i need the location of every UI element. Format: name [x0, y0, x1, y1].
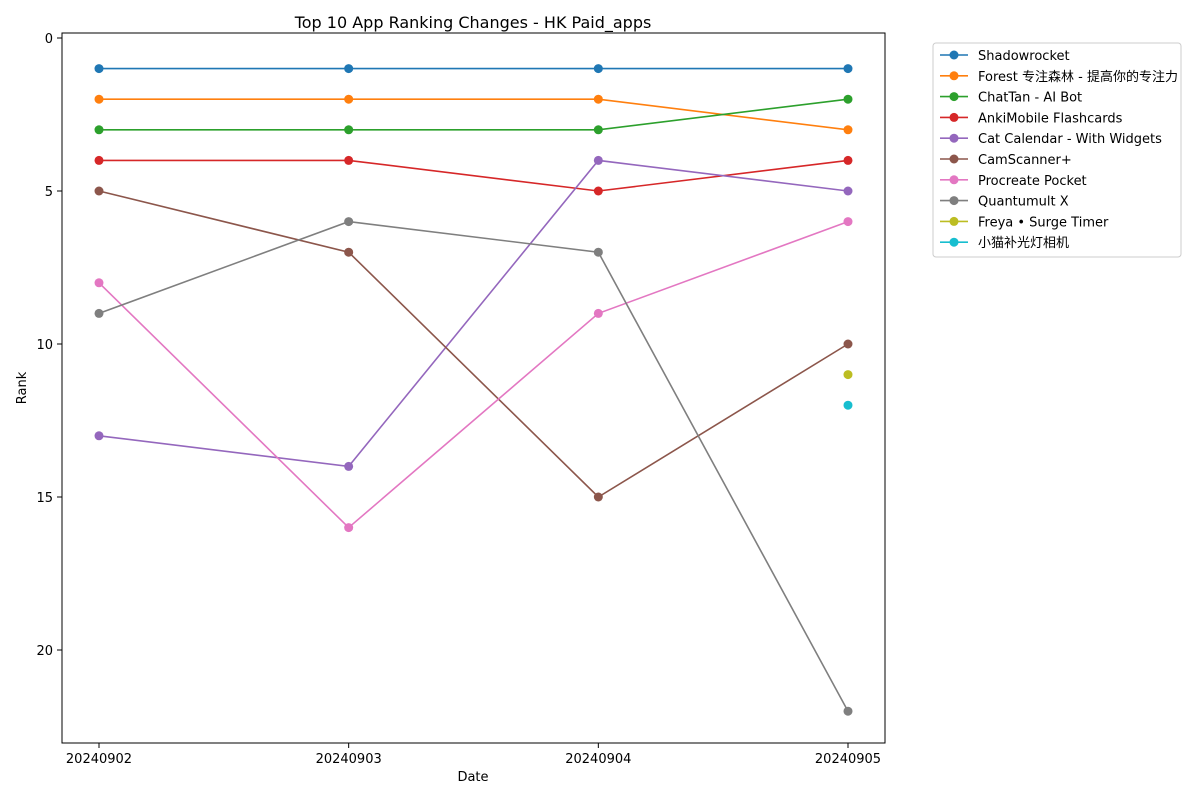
data-point — [94, 278, 104, 288]
series-2 — [94, 94, 853, 135]
data-point — [344, 94, 354, 104]
data-point — [344, 217, 354, 227]
data-point — [593, 94, 603, 104]
data-point — [593, 247, 603, 257]
legend-label: 小猫补光灯相机 — [978, 236, 1069, 251]
series-line — [99, 98, 849, 131]
legend-marker — [949, 237, 959, 247]
data-point — [344, 125, 354, 135]
y-tick-label: 15 — [36, 491, 53, 506]
plot-frame — [61, 32, 886, 744]
data-point — [843, 155, 853, 165]
data-point — [843, 400, 853, 410]
data-point — [344, 64, 354, 74]
x-axis-title: Date — [457, 770, 488, 785]
legend-marker — [949, 133, 959, 143]
legend-marker — [949, 92, 959, 102]
legend-marker — [949, 216, 959, 226]
legend-label: AnkiMobile Flashcards — [978, 111, 1123, 126]
series-3 — [94, 155, 853, 196]
data-point — [94, 308, 104, 318]
data-point — [593, 155, 603, 165]
legend-label: CamScanner+ — [978, 153, 1072, 168]
data-point — [593, 186, 603, 196]
legend-marker — [949, 196, 959, 206]
x-tick-label: 20240903 — [316, 752, 382, 767]
data-point — [843, 64, 853, 74]
series-line — [98, 159, 849, 468]
y-tick-label: 5 — [45, 185, 53, 200]
legend-marker — [949, 71, 959, 81]
data-point — [344, 461, 354, 471]
series-5 — [94, 186, 853, 502]
legend-item: ChatTan - AI Bot — [940, 91, 1082, 106]
series-7 — [94, 217, 853, 716]
data-point — [593, 64, 603, 74]
x-tick-label: 20240902 — [66, 752, 132, 767]
data-point — [94, 431, 104, 441]
legend-label: Forest 专注森林 - 提高你的专注力 — [978, 69, 1178, 85]
data-point — [94, 94, 104, 104]
data-point — [344, 523, 354, 533]
series-line — [98, 190, 849, 499]
legend-marker — [949, 50, 959, 60]
data-point — [593, 492, 603, 502]
y-tick-label: 0 — [45, 32, 53, 47]
series-6 — [94, 217, 853, 533]
legend-item: Shadowrocket — [940, 49, 1070, 64]
series-9 — [843, 400, 853, 410]
legend-item: Forest 专注森林 - 提高你的专注力 — [940, 69, 1178, 85]
data-point — [94, 125, 104, 135]
legend-box — [932, 42, 1182, 258]
y-tick-label: 20 — [36, 644, 53, 659]
data-point — [843, 706, 853, 716]
data-point — [593, 125, 603, 135]
legend-marker — [949, 112, 959, 122]
series-1 — [94, 94, 853, 135]
legend-item: Procreate Pocket — [940, 174, 1087, 189]
data-point — [593, 308, 603, 318]
data-point — [344, 247, 354, 257]
data-point — [843, 94, 853, 104]
series-0 — [94, 64, 853, 74]
x-tick-label: 20240905 — [815, 752, 881, 767]
legend-item: Freya • Surge Timer — [940, 215, 1109, 230]
data-point — [94, 186, 104, 196]
data-point — [344, 155, 354, 165]
series-8 — [843, 370, 853, 380]
data-point — [843, 339, 853, 349]
legend-marker — [949, 154, 959, 164]
chart-title: Top 10 App Ranking Changes - HK Paid_app… — [294, 13, 652, 33]
series-line — [98, 220, 849, 529]
y-axis-title: Rank — [15, 371, 30, 404]
legend-item: 小猫补光灯相机 — [940, 236, 1069, 251]
legend-item: CamScanner+ — [940, 153, 1072, 168]
legend-marker — [949, 175, 959, 185]
legend-label: ChatTan - AI Bot — [978, 91, 1082, 106]
legend-label: Procreate Pocket — [978, 174, 1087, 189]
x-tick-label: 20240904 — [565, 752, 631, 767]
legend-item: AnkiMobile Flashcards — [940, 111, 1123, 126]
data-point — [843, 370, 853, 380]
data-point — [94, 64, 104, 74]
series-line — [99, 159, 849, 192]
data-point — [94, 155, 104, 165]
legend: Shadowrocket Forest 专注森林 - 提高你的专注力 ChatTan… — [932, 42, 1182, 258]
legend-label: Freya • Surge Timer — [978, 215, 1109, 230]
data-point — [843, 217, 853, 227]
legend-item: Cat Calendar - With Widgets — [940, 132, 1162, 147]
series-line — [98, 220, 849, 712]
series-line — [99, 98, 849, 131]
legend-label: Shadowrocket — [978, 49, 1070, 64]
series-4 — [94, 155, 853, 471]
legend-label: Quantumult X — [978, 195, 1069, 210]
y-tick-label: 10 — [36, 338, 53, 353]
data-point — [843, 125, 853, 135]
data-point — [843, 186, 853, 196]
legend-label: Cat Calendar - With Widgets — [978, 132, 1162, 147]
legend-item: Quantumult X — [940, 195, 1069, 210]
